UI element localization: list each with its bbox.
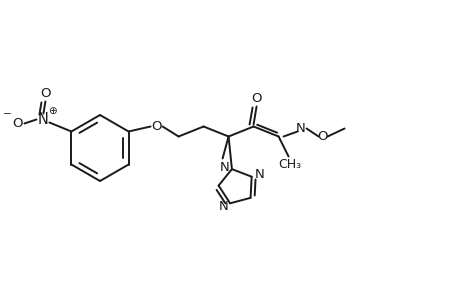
- Text: N: N: [295, 122, 305, 135]
- Text: ⊕: ⊕: [48, 106, 56, 116]
- Text: O: O: [12, 117, 22, 130]
- Text: O: O: [317, 130, 327, 143]
- Text: O: O: [251, 92, 261, 105]
- Text: CH₃: CH₃: [277, 158, 301, 171]
- Text: O: O: [151, 120, 162, 133]
- Text: O: O: [40, 87, 50, 100]
- Text: N: N: [38, 112, 49, 127]
- Text: N: N: [218, 200, 228, 213]
- Text: −: −: [3, 109, 12, 118]
- Text: N: N: [219, 160, 230, 174]
- Text: N: N: [254, 168, 264, 181]
